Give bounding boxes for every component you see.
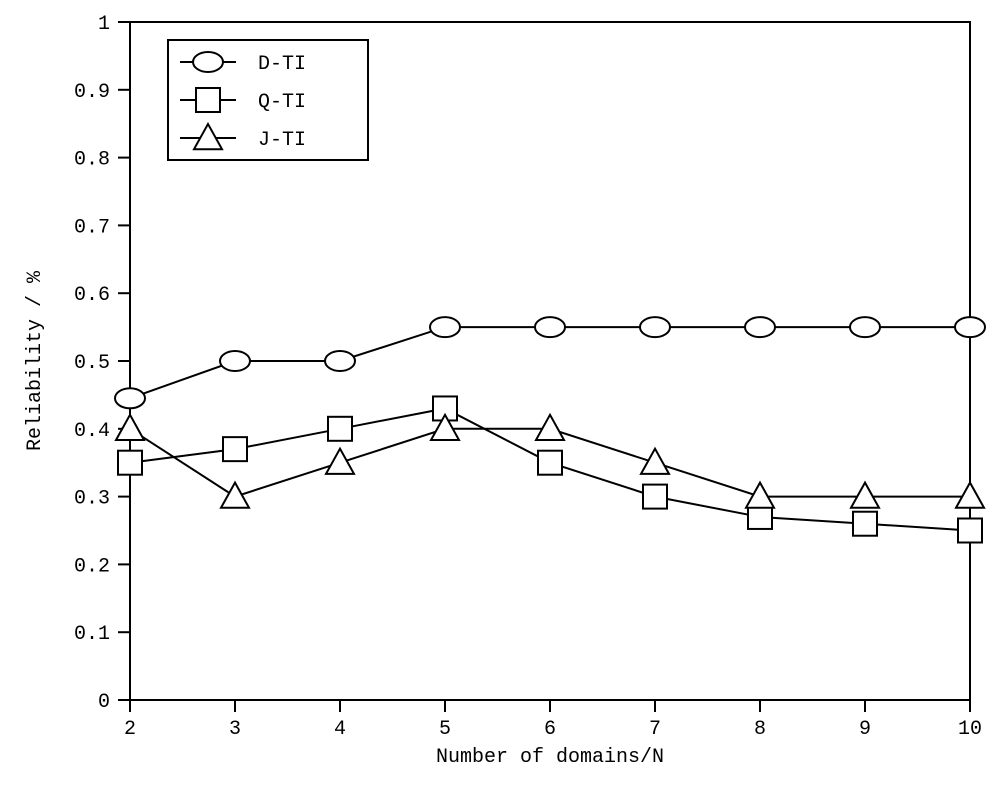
marker-circle (535, 317, 565, 337)
x-tick-label: 9 (859, 718, 871, 741)
marker-circle (745, 317, 775, 337)
x-tick-label: 10 (958, 718, 982, 741)
x-tick-label: 5 (439, 718, 451, 741)
y-tick-label: 0.5 (74, 352, 110, 375)
marker-circle (325, 351, 355, 371)
legend-label: J-TI (258, 129, 306, 152)
marker-square (853, 512, 877, 536)
y-tick-label: 0.7 (74, 216, 110, 239)
y-tick-label: 0.2 (74, 555, 110, 578)
marker-circle (955, 317, 985, 337)
x-tick-label: 4 (334, 718, 346, 741)
marker-square (328, 417, 352, 441)
x-tick-label: 3 (229, 718, 241, 741)
marker-square (538, 451, 562, 475)
x-tick-label: 8 (754, 718, 766, 741)
y-axis-label: Reliability / % (24, 270, 47, 451)
x-tick-label: 7 (649, 718, 661, 741)
x-tick-label: 6 (544, 718, 556, 741)
marker-circle (220, 351, 250, 371)
y-tick-label: 1 (98, 13, 110, 36)
y-tick-label: 0 (98, 691, 110, 714)
y-tick-label: 0.3 (74, 488, 110, 511)
y-tick-label: 0.6 (74, 284, 110, 307)
x-tick-label: 2 (124, 718, 136, 741)
marker-square (223, 437, 247, 461)
marker-circle (850, 317, 880, 337)
marker-circle (640, 317, 670, 337)
y-tick-label: 0.9 (74, 81, 110, 104)
legend-label: Q-TI (258, 91, 306, 114)
reliability-chart: 2 3 4 5 6 7 8 9 10 Number of domains/N 0 0.1 0.2 0.3 0… (0, 0, 1000, 809)
legend-label: D-TI (258, 53, 306, 76)
marker-square (118, 451, 142, 475)
marker-circle (193, 52, 223, 72)
marker-circle (115, 388, 145, 408)
marker-circle (430, 317, 460, 337)
marker-square (196, 88, 220, 112)
marker-square (643, 485, 667, 509)
x-axis-label: Number of domains/N (436, 746, 664, 769)
y-tick-label: 0.1 (74, 623, 110, 646)
chart-container: 2 3 4 5 6 7 8 9 10 Number of domains/N 0 0.1 0.2 0.3 0… (0, 0, 1000, 809)
y-tick-label: 0.4 (74, 420, 110, 443)
y-tick-label: 0.8 (74, 149, 110, 172)
marker-square (958, 519, 982, 543)
